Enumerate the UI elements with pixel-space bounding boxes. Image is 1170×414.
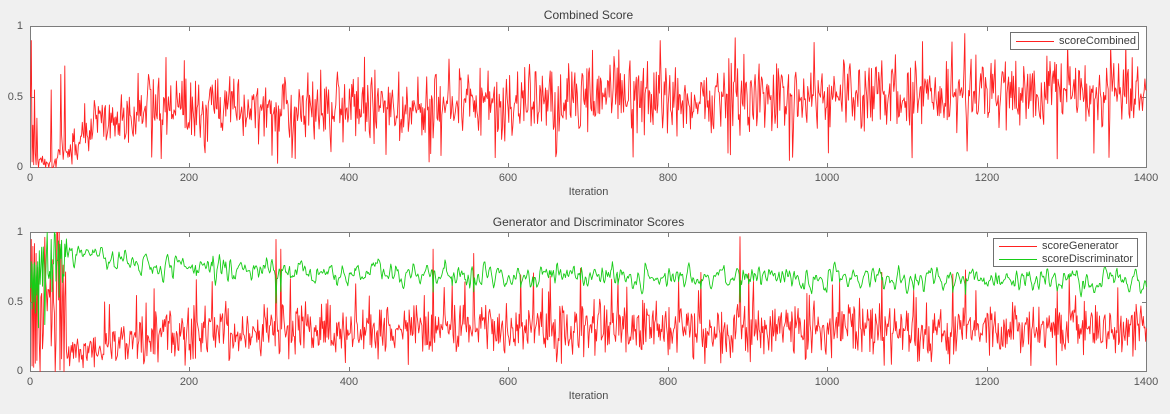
chart-title-gen-disc: Generator and Discriminator Scores	[492, 215, 685, 229]
series-scoreGenerator	[30, 232, 1147, 372]
x-tick-label: 1400	[1133, 376, 1159, 388]
legend-entry-scorecombined: scoreCombined	[1011, 35, 1138, 48]
x-tick-label: 800	[658, 376, 678, 388]
legend-line-sample-red	[1016, 40, 1054, 42]
x-tick-label: 600	[498, 376, 518, 388]
x-axis-label-gen-disc: Iteration	[568, 390, 609, 402]
x-tick-label: 400	[339, 172, 359, 184]
legend-gen-disc: scoreGenerator scoreDiscriminator	[993, 238, 1138, 267]
legend-label: scoreDiscriminator	[1042, 253, 1134, 265]
x-tick-label: 400	[339, 376, 359, 388]
y-tick-label: 0.5	[7, 295, 23, 308]
y-tick-label: 0	[16, 160, 23, 173]
x-tick-label: 1000	[814, 172, 840, 184]
legend-label: scoreCombined	[1059, 35, 1137, 47]
x-tick-label: 800	[658, 172, 678, 184]
axes-box	[30, 232, 1147, 372]
x-tick-label: 1200	[974, 172, 1000, 184]
x-tick-label: 200	[179, 172, 199, 184]
x-tick-label: 200	[179, 376, 199, 388]
y-tick-label: 1	[16, 19, 23, 32]
legend-label: scoreGenerator	[1042, 240, 1119, 252]
legend-entry-scoregenerator: scoreGenerator	[994, 240, 1137, 253]
series-scoreCombined	[30, 33, 1147, 168]
gen-disc-scores-plot	[30, 232, 1147, 372]
series-scoreDiscriminator	[30, 232, 1147, 329]
chart-title-combined: Combined Score	[543, 8, 634, 22]
y-tick-label: 1	[16, 225, 23, 238]
x-tick-label: 1400	[1133, 172, 1159, 184]
legend-entry-scorediscriminator: scoreDiscriminator	[994, 253, 1137, 266]
x-tick-label: 0	[26, 376, 34, 388]
y-tick-label: 0	[16, 364, 23, 377]
combined-score-canvas	[30, 26, 1147, 168]
combined-score-plot	[30, 26, 1147, 168]
x-tick-label: 1200	[974, 376, 1000, 388]
x-axis-label-combined: Iteration	[568, 186, 609, 198]
legend-line-sample-green	[999, 258, 1037, 260]
y-tick-label: 0.5	[7, 90, 23, 103]
x-tick-label: 0	[26, 172, 34, 184]
x-tick-label: 1000	[814, 376, 840, 388]
legend-combined: scoreCombined	[1010, 32, 1139, 50]
gen-disc-scores-canvas	[30, 232, 1147, 372]
x-tick-label: 600	[498, 172, 518, 184]
legend-line-sample-red	[999, 245, 1037, 247]
